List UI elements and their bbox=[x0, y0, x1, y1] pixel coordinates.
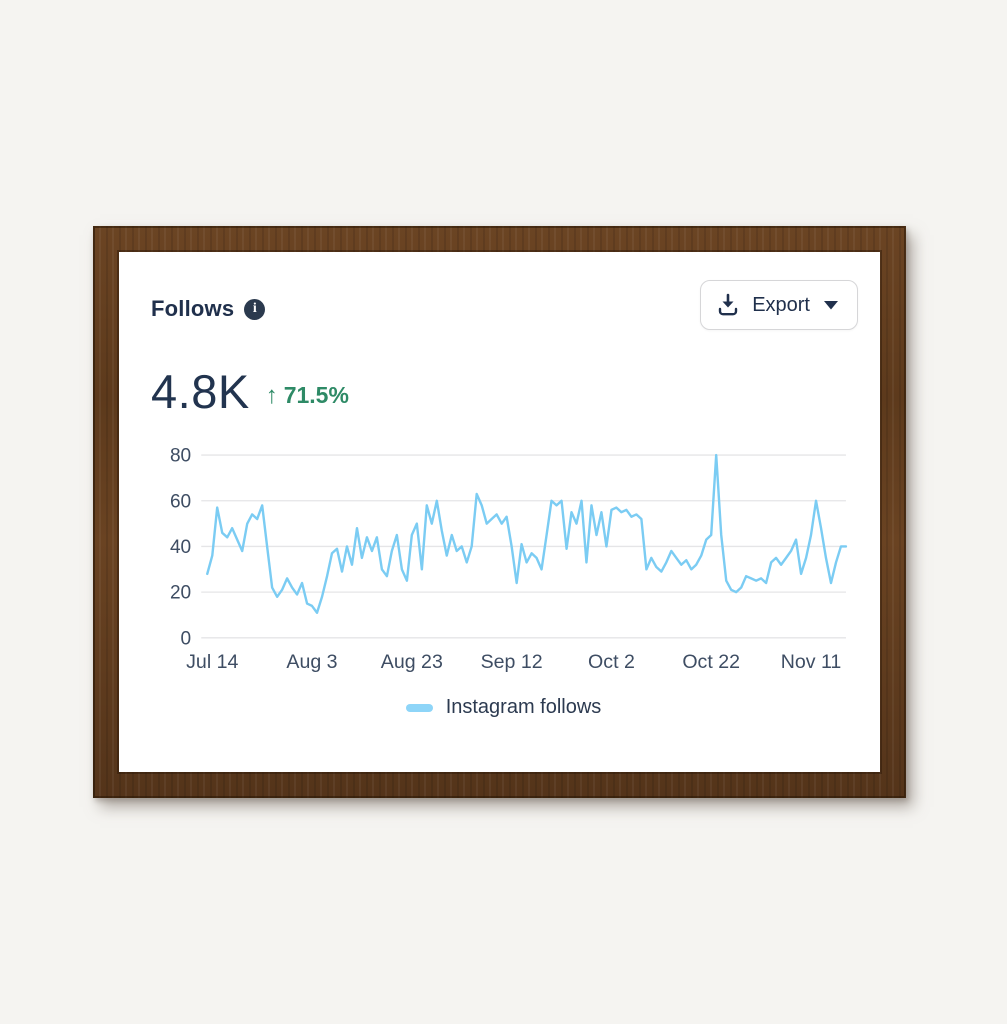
title-wrap: Follows i bbox=[151, 296, 266, 322]
line-chart-canvas: 0 20 40 60 80 Jul 14 Aug 3 Aug 23 Sep 12 Oct 2 Oct… bbox=[170, 446, 848, 673]
metric-row: 4.8K ↑ 71.5% bbox=[151, 364, 858, 419]
delta-value: 71.5% bbox=[283, 382, 349, 408]
svg-text:0: 0 bbox=[181, 628, 192, 649]
info-icon[interactable]: i bbox=[244, 298, 266, 320]
svg-text:20: 20 bbox=[170, 583, 191, 604]
svg-text:60: 60 bbox=[170, 491, 191, 512]
up-arrow-icon: ↑ bbox=[265, 381, 278, 409]
svg-text:Oct 22: Oct 22 bbox=[682, 651, 740, 673]
svg-text:Aug 3: Aug 3 bbox=[286, 651, 337, 673]
follows-chart: 0 20 40 60 80 Jul 14 Aug 3 Aug 23 Sep 12 Oct 2 Oct… bbox=[151, 439, 854, 680]
legend-swatch bbox=[405, 703, 433, 712]
analytics-card: Follows i Export bbox=[119, 252, 880, 772]
svg-text:Nov 11: Nov 11 bbox=[781, 651, 842, 673]
chevron-down-icon bbox=[823, 300, 839, 310]
svg-text:40: 40 bbox=[170, 537, 191, 558]
svg-text:Sep 12: Sep 12 bbox=[481, 651, 543, 673]
page-title: Follows bbox=[151, 296, 235, 321]
metric-value: 4.8K bbox=[151, 365, 250, 418]
svg-text:80: 80 bbox=[170, 446, 191, 467]
svg-text:Oct 2: Oct 2 bbox=[588, 651, 635, 673]
download-icon bbox=[717, 293, 739, 317]
export-label: Export bbox=[752, 293, 810, 316]
card-header: Follows i Export bbox=[149, 280, 858, 330]
legend-label: Instagram follows bbox=[445, 696, 602, 719]
export-button[interactable]: Export bbox=[700, 280, 858, 330]
svg-text:Aug 23: Aug 23 bbox=[381, 651, 443, 673]
chart-legend: Instagram follows bbox=[149, 696, 858, 719]
svg-text:Jul 14: Jul 14 bbox=[186, 651, 238, 673]
picture-frame: Follows i Export bbox=[93, 226, 906, 798]
metric-delta: ↑ 71.5% bbox=[266, 382, 349, 410]
